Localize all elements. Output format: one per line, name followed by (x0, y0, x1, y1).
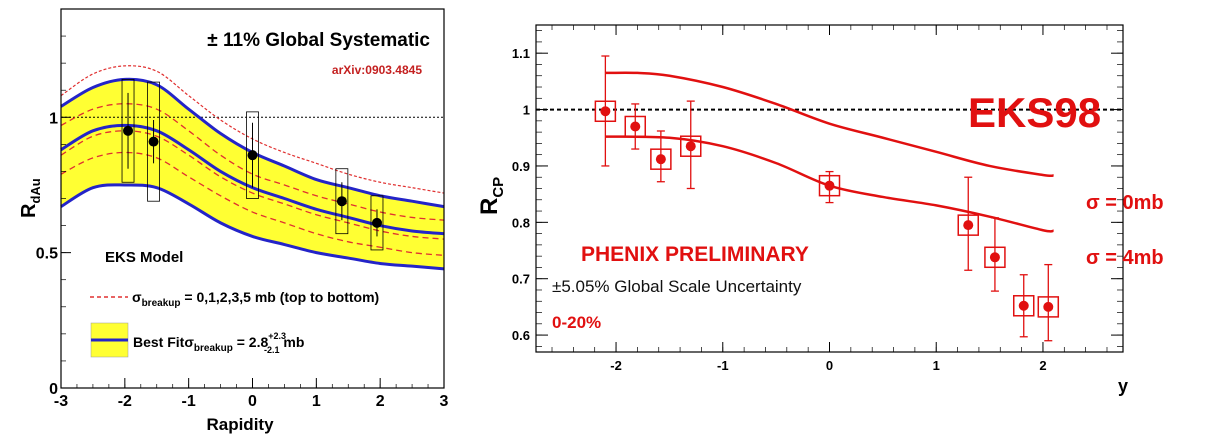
data-point (371, 217, 382, 228)
systematic-box (818, 174, 841, 197)
left-chart: -3 -2 -1 0 1 2 3 0 0.5 1 RdAu Rapidity ± 11% Glob… (18, 8, 449, 434)
systematic-box (957, 214, 979, 236)
x-tick-label: 2 (376, 393, 385, 410)
systematic-box (594, 100, 617, 123)
curve-band-lower (60, 183, 445, 271)
sigma-0mb-label: σ = 0mb (1086, 192, 1164, 214)
data-point (685, 141, 696, 152)
legend-breakup-text: σbreakup = 0,1,2,3,5 mb (top to bottom) (132, 289, 379, 309)
data-point (336, 196, 347, 207)
data-point (247, 150, 258, 161)
data-point (600, 106, 611, 117)
systematic-box (1037, 296, 1060, 318)
x-tick-label: 2 (1039, 358, 1046, 373)
x-tick-label: -3 (54, 393, 68, 410)
right-y-axis-label: RCP (476, 177, 507, 215)
y-tick-label: 0.5 (36, 246, 58, 263)
systematic-box (121, 78, 135, 183)
right-plot-area (536, 55, 1123, 342)
curve-3-mb (60, 151, 445, 256)
systematic-box (1012, 295, 1035, 317)
y-tick-label: 1.1 (512, 46, 530, 61)
systematic-box (984, 246, 1006, 269)
left-plot-area (60, 65, 445, 271)
systematic-box (650, 148, 672, 170)
y-tick-label: 0.8 (512, 215, 530, 230)
model-curve (605, 71, 1054, 178)
x-tick-label: -1 (717, 358, 729, 373)
curve-1-mb (60, 103, 445, 221)
right-x-axis-label: y (1118, 376, 1128, 396)
eks-model-label: EKS Model (105, 249, 183, 266)
right-axis-ticks: -2 -1 0 1 2 0.6 0.7 0.8 0.9 1 1.1 (512, 25, 1123, 373)
left-x-axis-label: Rapidity (206, 415, 274, 434)
y-tick-label: 1 (49, 110, 58, 127)
systematic-box (370, 195, 384, 251)
data-point (1043, 301, 1054, 312)
systematic-box (147, 81, 160, 202)
data-point (123, 125, 134, 136)
left-y-axis-label: RdAu (18, 178, 43, 218)
x-tick-label: 1 (933, 358, 940, 373)
x-tick-label: 0 (826, 358, 833, 373)
data-point (148, 136, 159, 147)
systematic-box (246, 111, 259, 199)
centrality-label: 0-20% (552, 313, 601, 332)
curve-2-mb (60, 130, 445, 240)
x-tick-label: -2 (610, 358, 622, 373)
phenix-preliminary-label: PHENIX PRELIMINARY (581, 243, 809, 266)
systematic-annotation: ± 11% Global Systematic (207, 30, 430, 51)
y-tick-label: 0.9 (512, 159, 530, 174)
y-tick-label: 0 (49, 381, 58, 398)
y-tick-label: 0.7 (512, 272, 530, 287)
data-point (963, 220, 974, 231)
global-scale-uncertainty: ±5.05% Global Scale Uncertainty (552, 277, 802, 296)
x-tick-label: -1 (182, 393, 196, 410)
eks98-label: EKS98 (968, 89, 1101, 136)
y-tick-label: 0.6 (512, 328, 530, 343)
left-axis-ticks: -3 -2 -1 0 1 2 3 0 0.5 1 (36, 8, 449, 410)
x-tick-label: 1 (312, 393, 321, 410)
x-tick-label: -2 (118, 393, 132, 410)
systematic-box (335, 168, 349, 235)
arxiv-reference: arXiv:0903.4845 (332, 63, 422, 77)
data-point (1018, 300, 1029, 311)
systematic-box (680, 135, 702, 157)
y-tick-label: 1 (523, 103, 530, 118)
legend-bestfit-text: Best Fitσbreakup = 2.8+2.3 -2.1 mb (133, 331, 304, 355)
data-point (630, 121, 641, 132)
sigma-4mb-label: σ = 4mb (1086, 247, 1164, 269)
x-tick-label: 0 (248, 393, 257, 410)
right-chart: -2 -1 0 1 2 0.6 0.7 0.8 0.9 1 1.1 RCP y EKS98 PHEN… (476, 24, 1164, 396)
data-point (989, 252, 1000, 263)
data-point (655, 154, 666, 165)
data-point (824, 180, 835, 191)
systematic-box (624, 115, 647, 138)
x-tick-label: 3 (440, 393, 449, 410)
